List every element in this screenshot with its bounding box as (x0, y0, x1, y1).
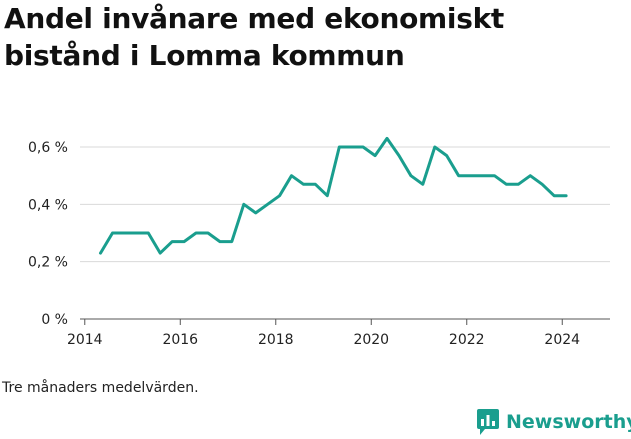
y-tick-label: 0,4 % (28, 197, 68, 213)
x-tick-label: 2016 (162, 332, 198, 348)
data-series (99, 136, 568, 255)
bar-chart-bubble-icon (477, 409, 499, 435)
footnote: Tre månaders medelvärden. (2, 380, 199, 396)
x-tick-label: 2020 (353, 332, 389, 348)
series-line (99, 136, 568, 255)
y-tick-label: 0,6 % (28, 140, 68, 156)
y-tick-label: 0 % (41, 312, 68, 328)
x-tick-label: 2022 (449, 332, 485, 348)
x-axis: 2014 2016 2018 2020 2022 2024 (67, 318, 610, 348)
brand-logo[interactable]: Newsworthy (476, 406, 631, 438)
y-tick-label: 0,2 % (28, 255, 68, 271)
brand-name: Newsworthy (506, 411, 631, 433)
x-tick-label: 2018 (258, 332, 294, 348)
x-tick-label: 2024 (544, 332, 580, 348)
chart-canvas: 0 %0,2 %0,4 %0,6 % 2014 2016 2018 2020 2022 2… (28, 136, 610, 348)
chart-title: Andel invånare med ekonomiskt bistånd i … (4, 2, 505, 72)
x-tick-label: 2014 (67, 332, 103, 348)
grid-lines (80, 146, 610, 263)
y-tick-labels: 0 % 0,2 % 0,4 % 0,6 % (28, 140, 68, 328)
